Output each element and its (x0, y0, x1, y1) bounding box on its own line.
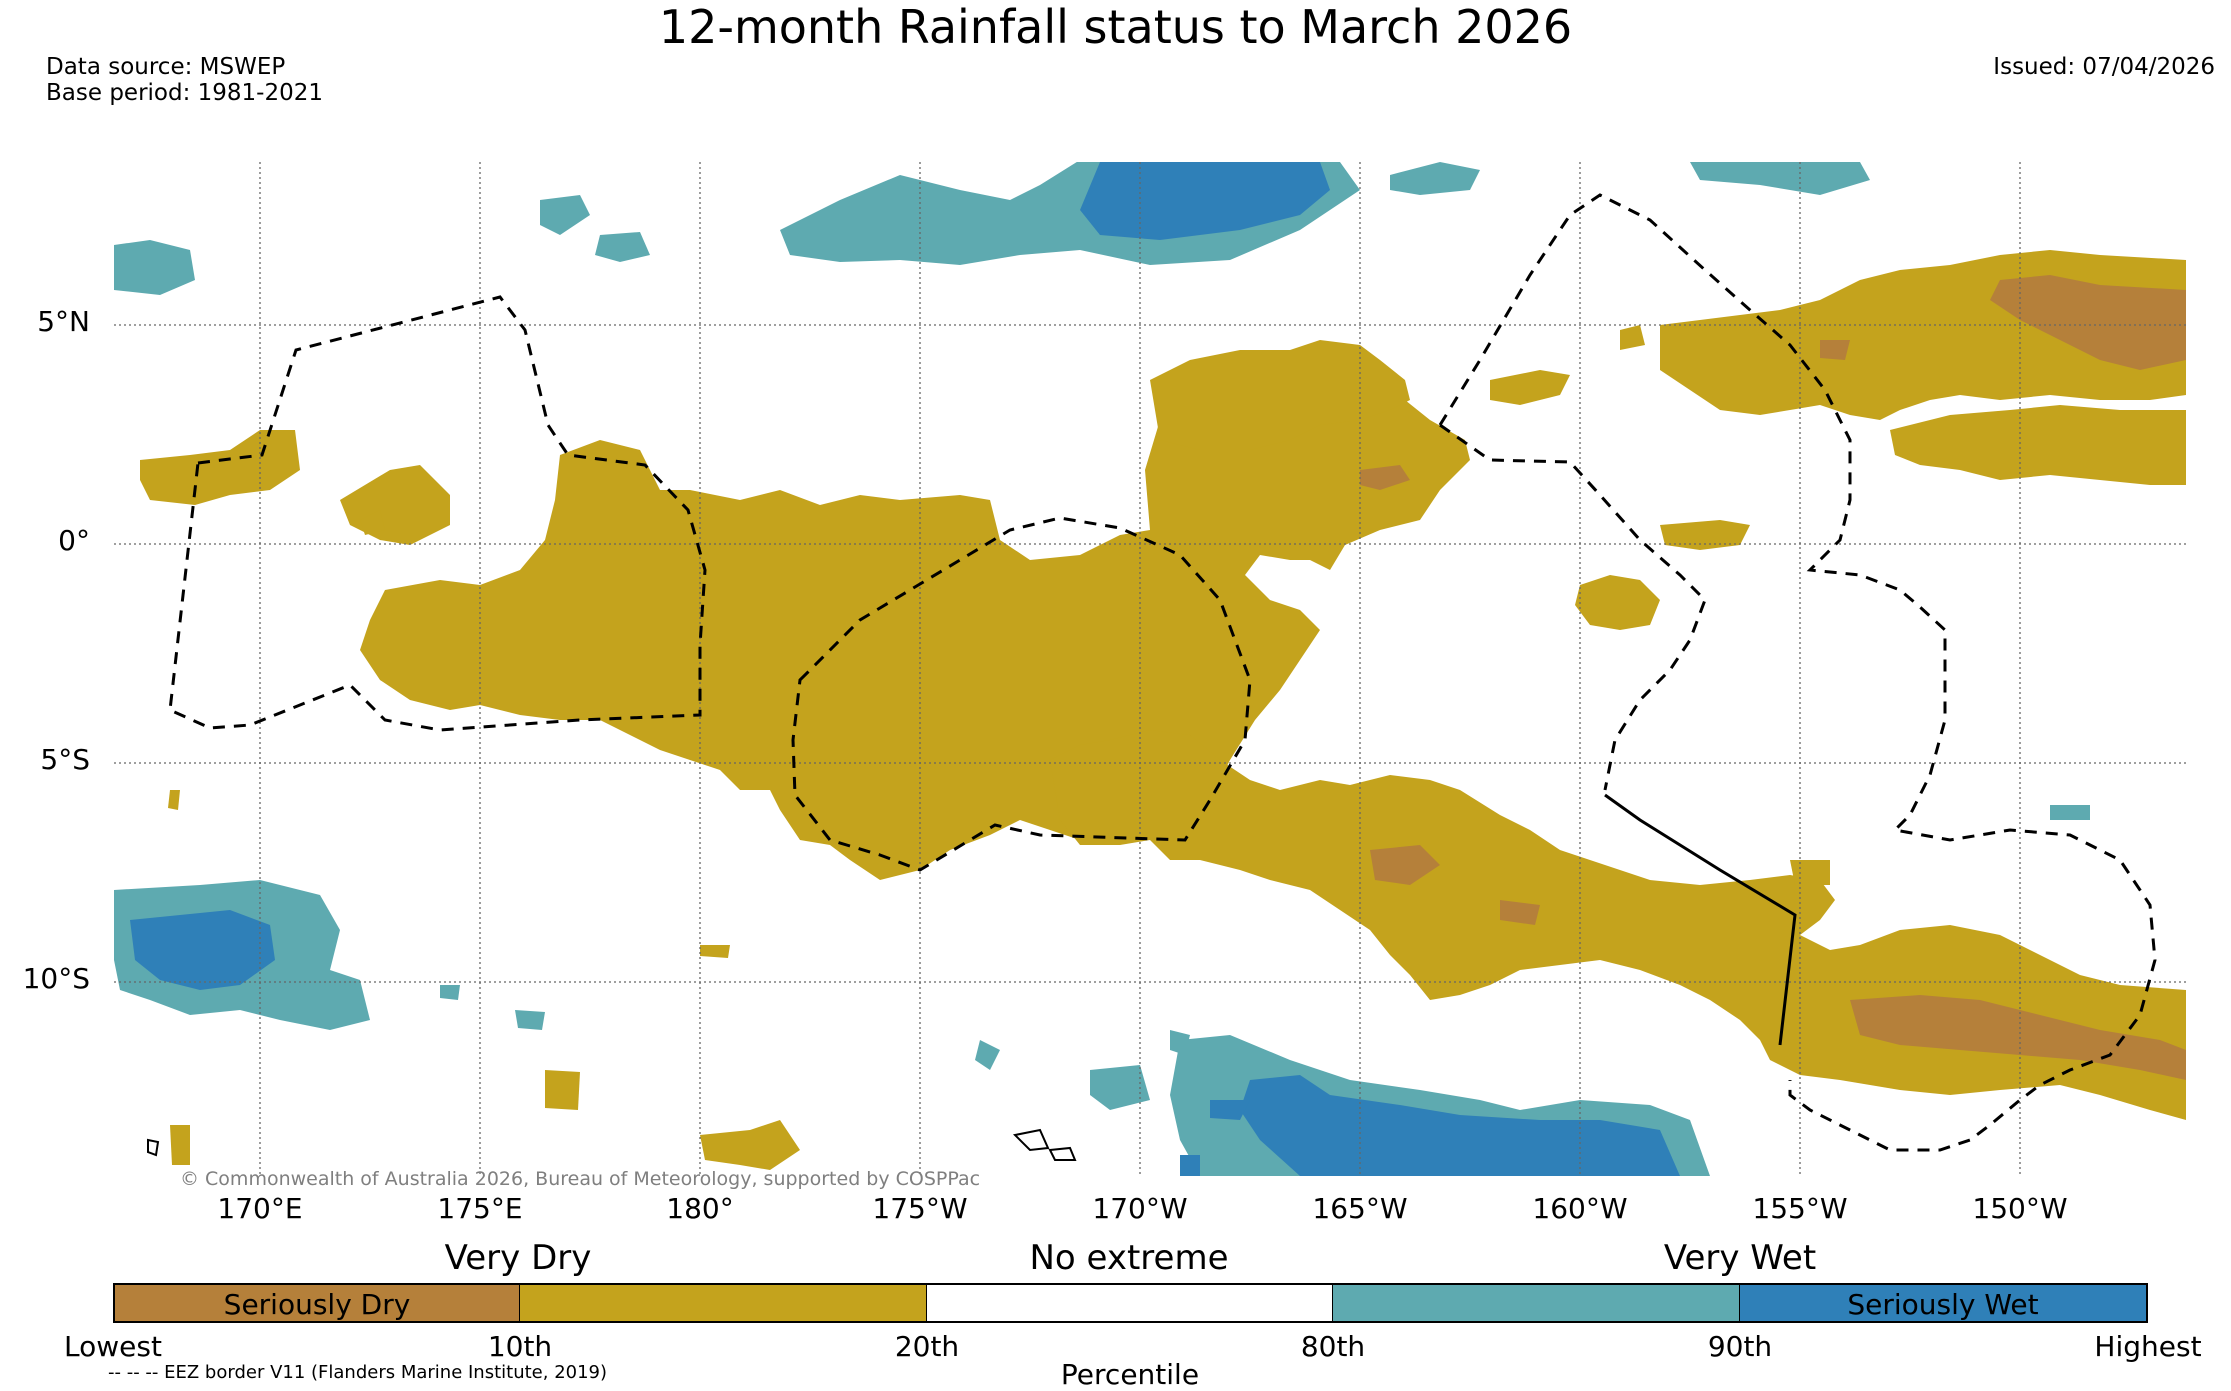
percentile-label-10th: 10th (487, 1330, 553, 1363)
legend-bin-very-dry (520, 1283, 927, 1323)
lon-label-180: 180° (666, 1192, 734, 1225)
lon-label-150w: 150°W (1972, 1192, 2068, 1225)
legend-category-very-dry: Very Dry (444, 1238, 592, 1278)
lon-label-175w: 175°W (872, 1192, 968, 1225)
legend-bin-seriously-dry: Seriously Dry (113, 1283, 520, 1323)
legend-category-very-wet: Very Wet (1663, 1238, 1817, 1278)
legend-category-no-extreme: No extreme (1029, 1238, 1229, 1278)
legend-bin-very-wet (1333, 1283, 1740, 1323)
copyright-text: © Commonwealth of Australia 2026, Bureau… (180, 1168, 981, 1190)
percentile-label-80th: 80th (1300, 1330, 1366, 1363)
percentile-label-lowest: Lowest (64, 1330, 162, 1363)
legend-bin-no-extreme (927, 1283, 1333, 1323)
lon-label-170w: 170°W (1092, 1192, 1188, 1225)
lat-label-0: 0° (58, 524, 90, 557)
map-title: 12-month Rainfall status to March 2026 (658, 0, 1573, 54)
percentile-label-90th: 90th (1707, 1330, 1773, 1363)
base-period-text: Base period: 1981-2021 (46, 80, 324, 106)
issued-date-text: Issued: 07/04/2026 (1993, 54, 2215, 80)
lat-label-5s: 5°S (40, 743, 90, 776)
island-outlines (147, 1128, 1077, 1161)
lon-label-165w: 165°W (1312, 1192, 1408, 1225)
percentile-label-20th: 20th (894, 1330, 960, 1363)
lon-label-170e: 170°E (217, 1192, 303, 1225)
legend-bin-label: Seriously Wet (1847, 1288, 2039, 1321)
eez-border-note: -- -- -- EEZ border V11 (Flanders Marine… (108, 1362, 608, 1383)
legend-axis-title: Percentile (1060, 1358, 1200, 1391)
lon-label-160w: 160°W (1532, 1192, 1628, 1225)
lon-label-175e: 175°E (437, 1192, 523, 1225)
legend-bin-label: Seriously Dry (223, 1288, 411, 1321)
boundary-line (1604, 793, 1797, 1046)
map-graticule (114, 162, 2186, 1176)
seriously-wet-regions (130, 162, 1680, 1176)
data-source-text: Data source: MSWEP (46, 54, 286, 80)
legend-bin-seriously-wet: Seriously Wet (1740, 1283, 2148, 1323)
eez-borders (168, 193, 2157, 1152)
lon-label-155w: 155°W (1752, 1192, 1848, 1225)
lat-label-10s: 10°S (22, 962, 90, 995)
lat-label-5n: 5°N (37, 305, 90, 338)
percentile-label-highest: Highest (2094, 1330, 2202, 1363)
